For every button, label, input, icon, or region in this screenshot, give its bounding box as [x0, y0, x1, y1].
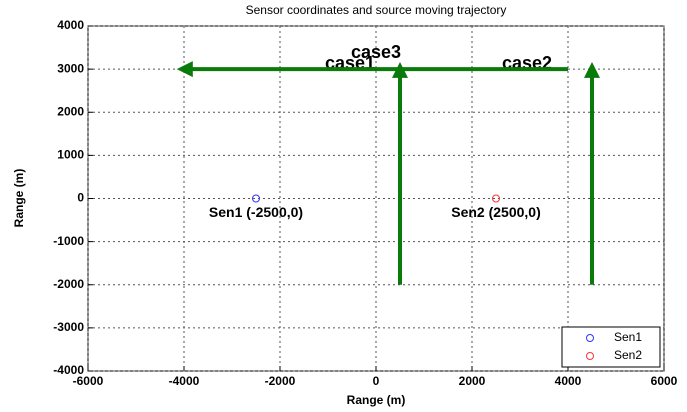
x-tick-label: 2000 — [459, 374, 486, 388]
y-tick-label: 1000 — [57, 148, 84, 162]
sensor-label: Sen1 (-2500,0) — [209, 204, 303, 220]
x-axis-label: Range (m) — [347, 393, 406, 407]
legend-marker — [586, 334, 594, 342]
legend-label: Sen2 — [614, 348, 642, 362]
y-tick-label: 4000 — [57, 18, 84, 32]
x-tick-label: 6000 — [651, 374, 678, 388]
x-tick-label: 0 — [373, 374, 380, 388]
case-label: case3 — [351, 42, 401, 62]
y-tick-label: -3000 — [53, 320, 84, 334]
y-tick-label: -4000 — [53, 363, 84, 377]
y-tick-label: 0 — [77, 191, 84, 205]
x-tick-label: -4000 — [169, 374, 200, 388]
y-tick-label: -1000 — [53, 234, 84, 248]
x-tick-label: 4000 — [555, 374, 582, 388]
y-tick-label: 3000 — [57, 61, 84, 75]
legend-box — [561, 326, 661, 368]
y-tick-label: -2000 — [53, 277, 84, 291]
sensor-point — [492, 194, 500, 203]
y-axis-label: Range (m) — [12, 169, 26, 228]
y-tick-label: 2000 — [57, 104, 84, 118]
legend-label: Sen1 — [614, 330, 642, 344]
x-tick-label: -6000 — [73, 374, 104, 388]
sensor-point — [252, 194, 260, 203]
x-tick-label: -2000 — [265, 374, 296, 388]
sensor-label: Sen2 (2500,0) — [451, 204, 541, 220]
chart-title: Sensor coordinates and source moving tra… — [246, 3, 507, 17]
legend-marker — [586, 352, 594, 360]
